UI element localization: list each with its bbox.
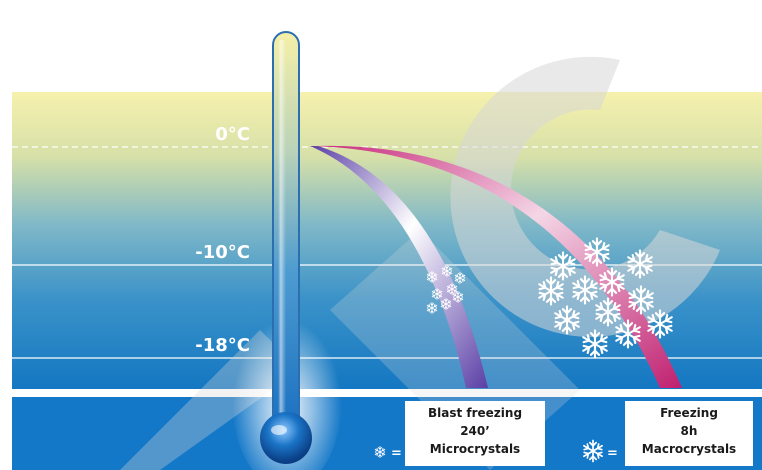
legend-blast-title: Blast freezing xyxy=(428,406,522,420)
legend-freezing-time: 8h xyxy=(681,424,698,438)
freezing-curve xyxy=(310,145,682,388)
label-minus10c: -10°C xyxy=(195,242,250,263)
thermometer-icon xyxy=(232,31,342,470)
legend-blast-time: 240’ xyxy=(460,424,490,438)
legend-freezing-equals: = xyxy=(607,446,618,461)
legend-box-freezing xyxy=(625,401,753,466)
blast-freezing-curve xyxy=(310,146,488,388)
legend-box-blast xyxy=(405,401,545,466)
label-minus18c: -18°C xyxy=(195,335,250,356)
legend-freezing-result: Macrocrystals xyxy=(642,442,736,456)
legend-blast-result: Microcrystals xyxy=(430,442,520,456)
legend-blast-equals: = xyxy=(391,446,402,461)
legend-freezing-title: Freezing xyxy=(660,406,718,420)
label-0c: 0°C xyxy=(215,124,250,145)
